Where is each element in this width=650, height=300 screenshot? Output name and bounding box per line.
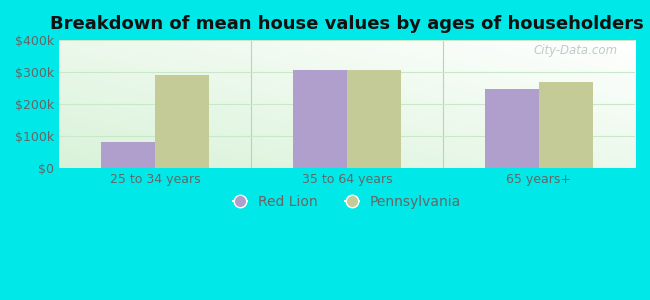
Bar (539, 82, 593, 168)
Legend: Red Lion, Pennsylvania: Red Lion, Pennsylvania (227, 190, 467, 215)
Title: Breakdown of mean house values by ages of householders: Breakdown of mean house values by ages o… (50, 15, 644, 33)
Bar (101, 142, 155, 168)
Bar (486, 89, 539, 168)
Text: City-Data.com: City-Data.com (534, 44, 618, 57)
Bar (347, 70, 401, 168)
Bar (293, 70, 347, 168)
Bar (155, 75, 209, 168)
